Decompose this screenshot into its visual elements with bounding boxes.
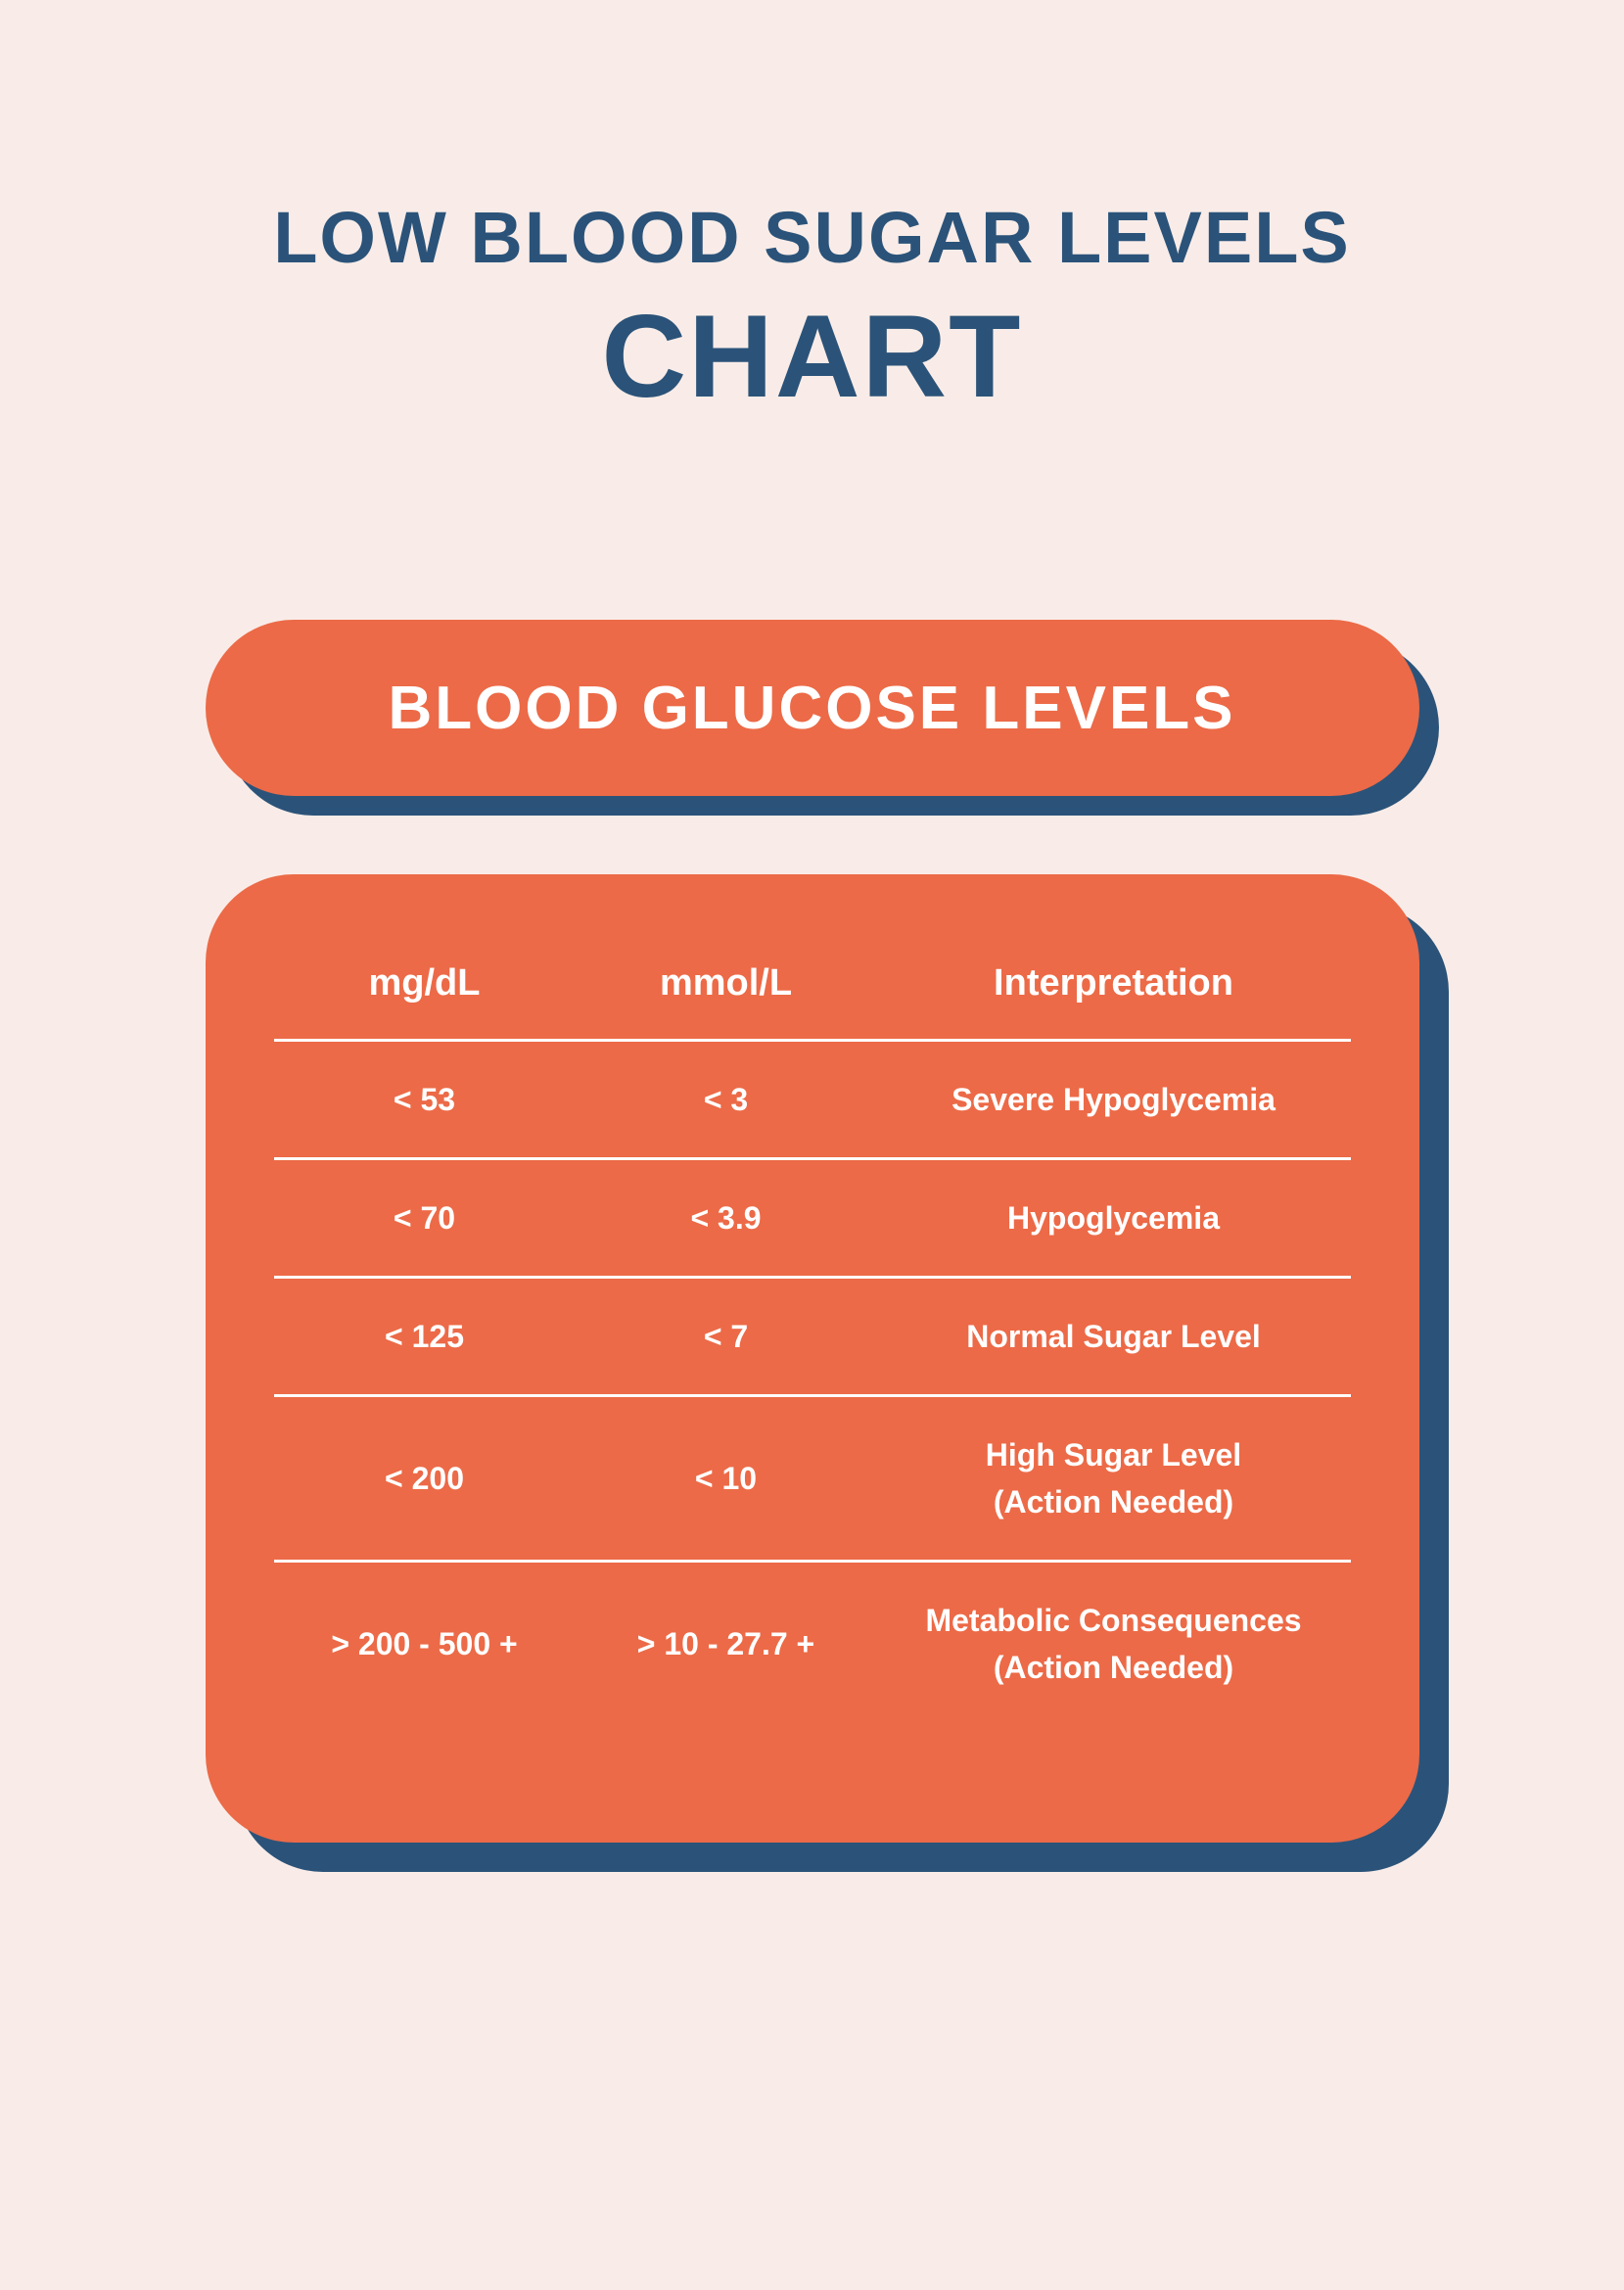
title-line-1: LOW BLOOD SUGAR LEVELS [137, 196, 1487, 279]
subtitle-pill-wrapper: BLOOD GLUCOSE LEVELS [206, 620, 1419, 796]
col-header-mgdl: mg/dL [274, 962, 576, 1041]
cell-mmoll: < 10 [576, 1396, 877, 1562]
cell-mgdl: > 200 - 500 + [274, 1562, 576, 1726]
subtitle-pill: BLOOD GLUCOSE LEVELS [206, 620, 1419, 796]
table-body: < 53 < 3 Severe Hypoglycemia < 70 < 3.9 … [274, 1041, 1351, 1726]
cell-interpretation: Severe Hypoglycemia [877, 1041, 1351, 1159]
col-header-mmoll: mmol/L [576, 962, 877, 1041]
table-card-wrapper: mg/dL mmol/L Interpretation < 53 < 3 Sev… [206, 874, 1419, 1843]
cell-mmoll: < 7 [576, 1278, 877, 1396]
table-row: < 200 < 10 High Sugar Level(Action Neede… [274, 1396, 1351, 1562]
cell-mgdl: < 70 [274, 1159, 576, 1278]
table-row: < 70 < 3.9 Hypoglycemia [274, 1159, 1351, 1278]
table-row: > 200 - 500 + > 10 - 27.7 + Metabolic Co… [274, 1562, 1351, 1726]
cell-interpretation: Normal Sugar Level [877, 1278, 1351, 1396]
cell-mmoll: > 10 - 27.7 + [576, 1562, 877, 1726]
glucose-table: mg/dL mmol/L Interpretation < 53 < 3 Sev… [274, 962, 1351, 1725]
table-row: < 125 < 7 Normal Sugar Level [274, 1278, 1351, 1396]
table-row: < 53 < 3 Severe Hypoglycemia [274, 1041, 1351, 1159]
page-title-container: LOW BLOOD SUGAR LEVELS CHART [137, 196, 1487, 424]
title-line-2: CHART [137, 289, 1487, 424]
cell-mgdl: < 200 [274, 1396, 576, 1562]
table-header-row: mg/dL mmol/L Interpretation [274, 962, 1351, 1041]
table-card: mg/dL mmol/L Interpretation < 53 < 3 Sev… [206, 874, 1419, 1843]
subtitle-pill-text: BLOOD GLUCOSE LEVELS [388, 674, 1235, 743]
cell-mgdl: < 125 [274, 1278, 576, 1396]
cell-mmoll: < 3.9 [576, 1159, 877, 1278]
col-header-interpretation: Interpretation [877, 962, 1351, 1041]
cell-mmoll: < 3 [576, 1041, 877, 1159]
cell-interpretation: Hypoglycemia [877, 1159, 1351, 1278]
cell-interpretation: Metabolic Consequences(Action Needed) [877, 1562, 1351, 1726]
cell-mgdl: < 53 [274, 1041, 576, 1159]
cell-interpretation: High Sugar Level(Action Needed) [877, 1396, 1351, 1562]
